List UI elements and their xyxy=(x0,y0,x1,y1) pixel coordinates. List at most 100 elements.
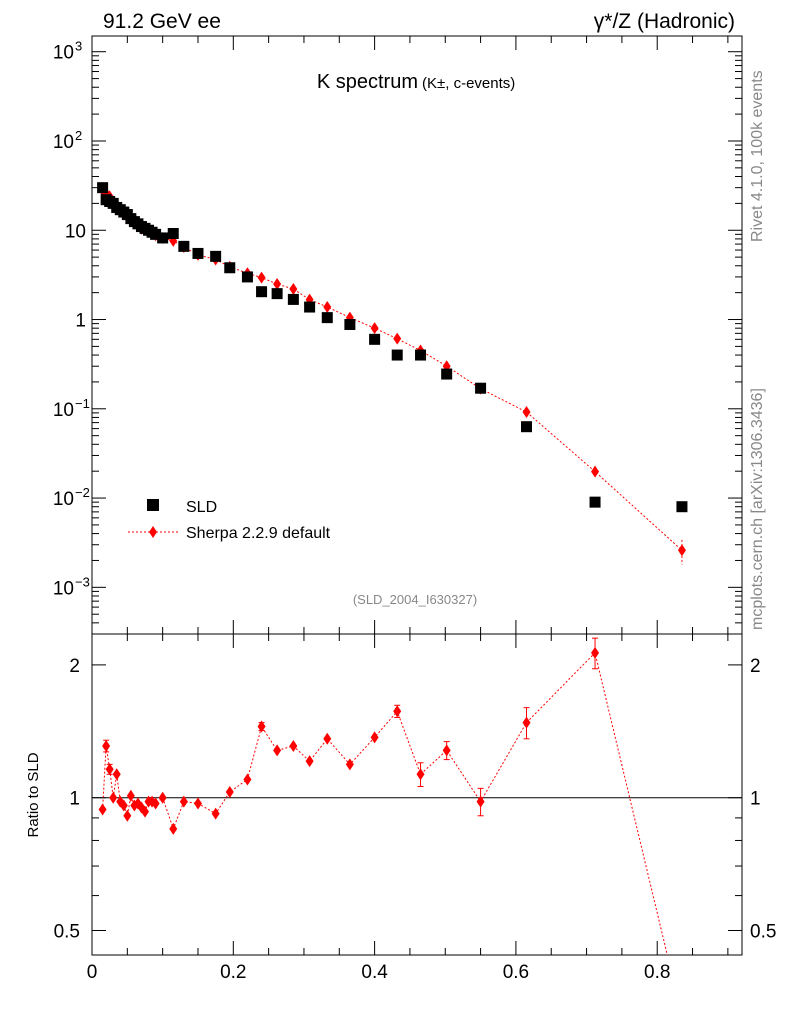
side-text-bottom: mcplots.cern.ch [arXiv:1306.3436] xyxy=(749,388,766,630)
chart-subtitle: (K±, c-events) xyxy=(422,75,515,92)
ratio-point xyxy=(345,758,354,771)
data-point xyxy=(521,421,533,433)
main-y-tick-exponent: −2 xyxy=(75,485,90,500)
main-y-tick-label: 10 xyxy=(53,132,74,153)
mc-point xyxy=(591,465,600,478)
ratio-point xyxy=(126,789,135,802)
data-point xyxy=(271,288,283,300)
ratio-point xyxy=(169,822,178,835)
ratio-point xyxy=(140,805,149,818)
ratio-point xyxy=(158,791,167,804)
ratio-point xyxy=(522,716,531,729)
ratio-y-label: Ratio to SLD xyxy=(25,752,42,837)
data-point xyxy=(369,333,381,345)
data-point xyxy=(321,312,333,324)
header-left-label: 91.2 GeV ee xyxy=(103,10,221,33)
data-point xyxy=(178,240,190,252)
mc-point xyxy=(370,322,379,335)
mc-point xyxy=(273,277,282,290)
ratio-point xyxy=(211,807,220,820)
main-y-tick-label: 1 xyxy=(75,311,86,332)
ratio-point xyxy=(112,768,121,781)
ratio-point xyxy=(119,799,128,812)
main-panel-frame xyxy=(91,35,743,635)
ratio-x-axis: 0 0.2 0.4 0.6 0.8 xyxy=(87,634,729,983)
ratio-point xyxy=(105,763,114,776)
legend-data-marker xyxy=(147,499,159,511)
x-tick-label: 0.8 xyxy=(644,962,670,983)
data-point xyxy=(391,349,403,361)
main-y-tick-label: 10 xyxy=(65,221,86,242)
main-y-tick-label: 10 xyxy=(53,43,74,64)
ratio-point xyxy=(98,803,107,816)
ratio-y-axis: 0.5 0.5 1 1 2 2 xyxy=(54,656,777,943)
mc-point xyxy=(289,282,298,295)
side-text-top: Rivet 4.1.0, 100k events xyxy=(749,70,766,242)
main-y-tick-exponent: −3 xyxy=(75,574,90,589)
data-point xyxy=(241,271,253,283)
data-point xyxy=(210,250,222,262)
data-point xyxy=(287,293,299,305)
data-point xyxy=(304,301,316,313)
ratio-point xyxy=(179,795,188,808)
header-right-label: γ*/Z (Hadronic) xyxy=(594,10,735,33)
ratio-y-tick-label: 0.5 xyxy=(54,922,80,943)
ratio-panel-frame xyxy=(91,633,743,956)
mc-point xyxy=(522,406,531,419)
ratio-point xyxy=(109,791,118,804)
ratio-point xyxy=(323,732,332,745)
ratio-point xyxy=(416,768,425,781)
ratio-point xyxy=(273,744,282,757)
x-tick-label: 0 xyxy=(87,962,98,983)
ratio-y-tick-label-right: 0.5 xyxy=(750,922,776,943)
data-point xyxy=(415,349,427,361)
main-y-tick-exponent: −1 xyxy=(75,396,90,411)
ratio-point xyxy=(476,795,485,808)
data-point xyxy=(157,232,169,244)
data-point xyxy=(224,262,236,274)
ratio-y-tick-label-right: 1 xyxy=(750,789,761,810)
ratio-point xyxy=(243,773,252,786)
x-tick-label: 0.2 xyxy=(220,962,246,983)
ratio-point xyxy=(370,731,379,744)
ratio-point xyxy=(591,646,600,659)
ratio-point xyxy=(225,786,234,799)
main-y-tick-exponent: 2 xyxy=(75,128,82,143)
data-point xyxy=(344,318,356,330)
data-point xyxy=(167,227,179,239)
data-point xyxy=(441,368,453,380)
ratio-point xyxy=(193,797,202,810)
ratio-y-tick-label: 2 xyxy=(69,656,80,677)
data-point xyxy=(150,228,162,240)
ratio-point xyxy=(289,739,298,752)
mc-point xyxy=(323,301,332,314)
main-y-tick-label: 10 xyxy=(53,400,74,421)
chart-title: K spectrum xyxy=(317,71,418,93)
main-y-tick-label: 10 xyxy=(53,578,74,599)
main-y-tick-label: 10 xyxy=(53,489,74,510)
data-series xyxy=(97,182,688,513)
mc-series-line xyxy=(102,189,683,551)
ratio-point xyxy=(442,744,451,757)
ratio-point xyxy=(151,797,160,810)
data-point xyxy=(676,501,688,513)
legend-mc-label: Sherpa 2.2.9 default xyxy=(186,525,331,542)
x-tick-label: 0.6 xyxy=(503,962,529,983)
ratio-point xyxy=(257,720,266,733)
legend: SLD Sherpa 2.2.9 default xyxy=(128,499,331,542)
data-point xyxy=(97,182,109,194)
ratio-point xyxy=(102,739,111,752)
data-point xyxy=(192,247,204,259)
mc-point xyxy=(257,271,266,284)
main-y-tick-exponent: 3 xyxy=(75,39,82,54)
data-point xyxy=(256,286,268,298)
ratio-series-line xyxy=(102,651,668,955)
main-x-ticks xyxy=(91,36,729,634)
legend-data-label: SLD xyxy=(186,499,217,516)
ratio-point xyxy=(123,809,132,822)
legend-mc-marker xyxy=(149,526,157,538)
mc-line xyxy=(102,189,683,551)
ratio-y-tick-label: 1 xyxy=(69,789,80,810)
ratio-y-tick-label-right: 2 xyxy=(750,656,761,677)
